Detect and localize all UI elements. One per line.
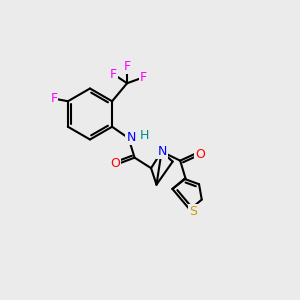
Text: F: F [110, 68, 117, 81]
Text: N: N [158, 145, 167, 158]
Text: F: F [140, 71, 147, 84]
Text: N: N [126, 131, 136, 144]
Text: O: O [110, 157, 120, 169]
Text: H: H [140, 129, 149, 142]
Text: O: O [195, 148, 205, 160]
Text: F: F [50, 92, 57, 105]
Text: S: S [189, 205, 197, 218]
Text: F: F [124, 60, 130, 73]
